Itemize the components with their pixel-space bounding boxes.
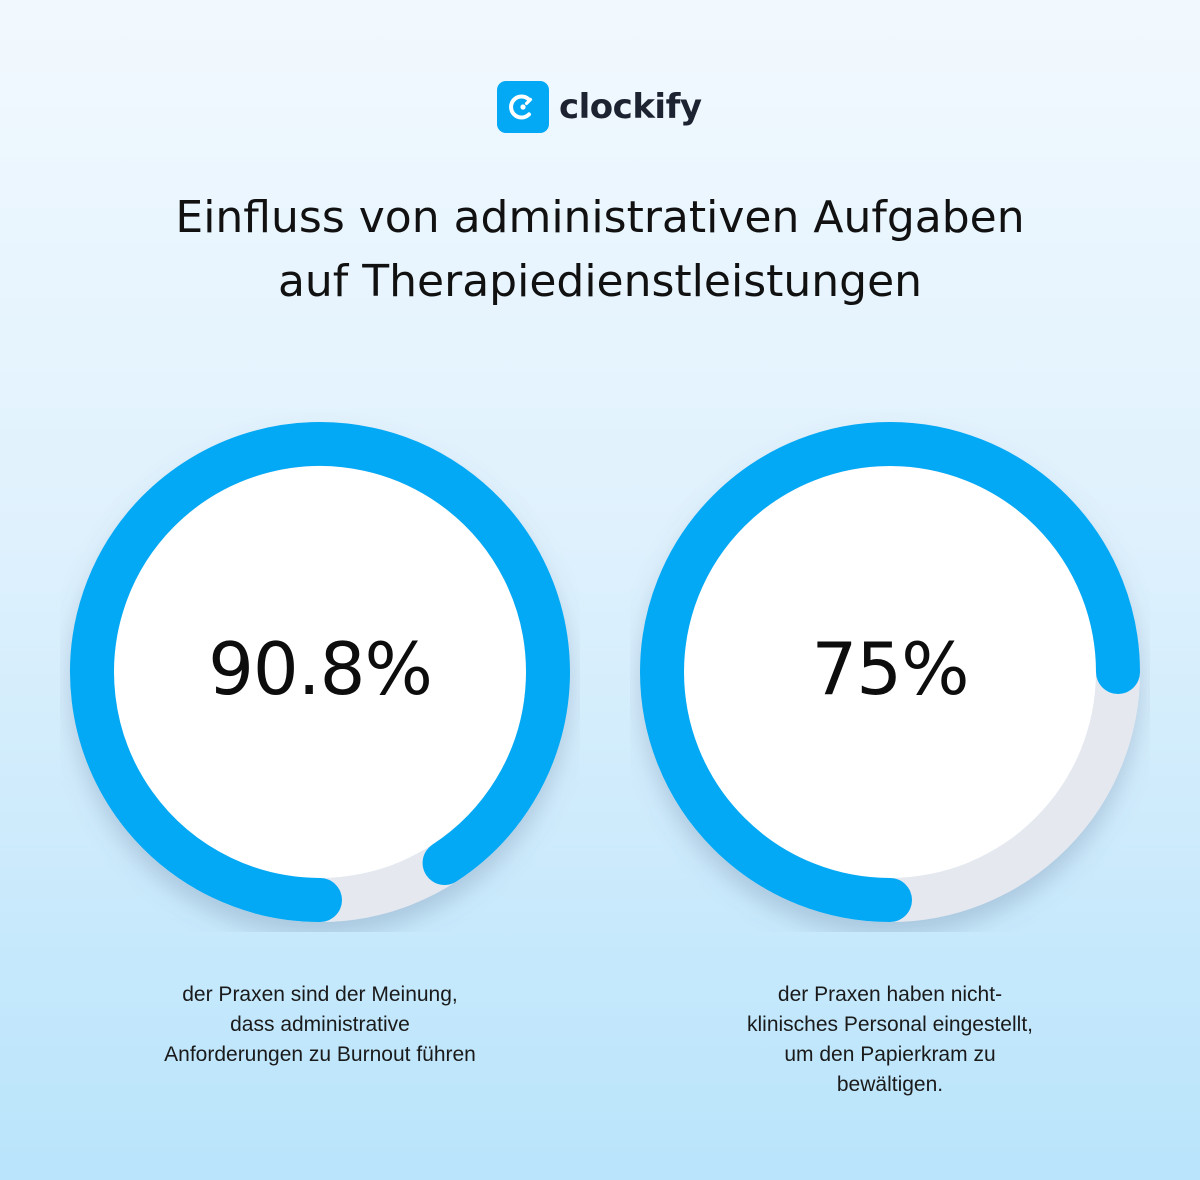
chart-value-label: 90.8% (208, 627, 433, 711)
caption-line: klinisches Personal eingestellt, (747, 1013, 1033, 1036)
chart-center (114, 466, 526, 878)
clockify-logo-icon (497, 81, 549, 133)
caption-line: der Praxen haben nicht- (777, 983, 1003, 1006)
chart-arc (640, 422, 1140, 922)
page-title: Einfluss von administrativen Aufgaben au… (0, 186, 1200, 314)
brand-name: clockify (559, 87, 702, 127)
caption-line: Anforderungen zu Burnout führen (164, 1043, 476, 1066)
chart-caption-2: der Praxen haben nicht- klinisches Perso… (660, 980, 1120, 1100)
caption-line: bewältigen. (836, 1073, 944, 1096)
title-line-2: auf Therapiedienstleistungen (277, 256, 923, 307)
chart-value-label: 75% (811, 627, 969, 711)
brand-logo: clockify (497, 80, 702, 134)
chart-caption-1: der Praxen sind der Meinung, dass admini… (90, 980, 550, 1070)
chart-center (684, 466, 1096, 878)
donut-chart-1: 90.8% (60, 412, 580, 932)
title-line-1: Einfluss von administrativen Aufgaben (175, 192, 1025, 243)
donut-chart-2: 75% (630, 412, 1150, 932)
chart-arc (70, 422, 570, 922)
caption-line: dass administrative (230, 1013, 410, 1036)
caption-line: der Praxen sind der Meinung, (182, 983, 458, 1006)
caption-line: um den Papierkram zu (784, 1043, 996, 1066)
